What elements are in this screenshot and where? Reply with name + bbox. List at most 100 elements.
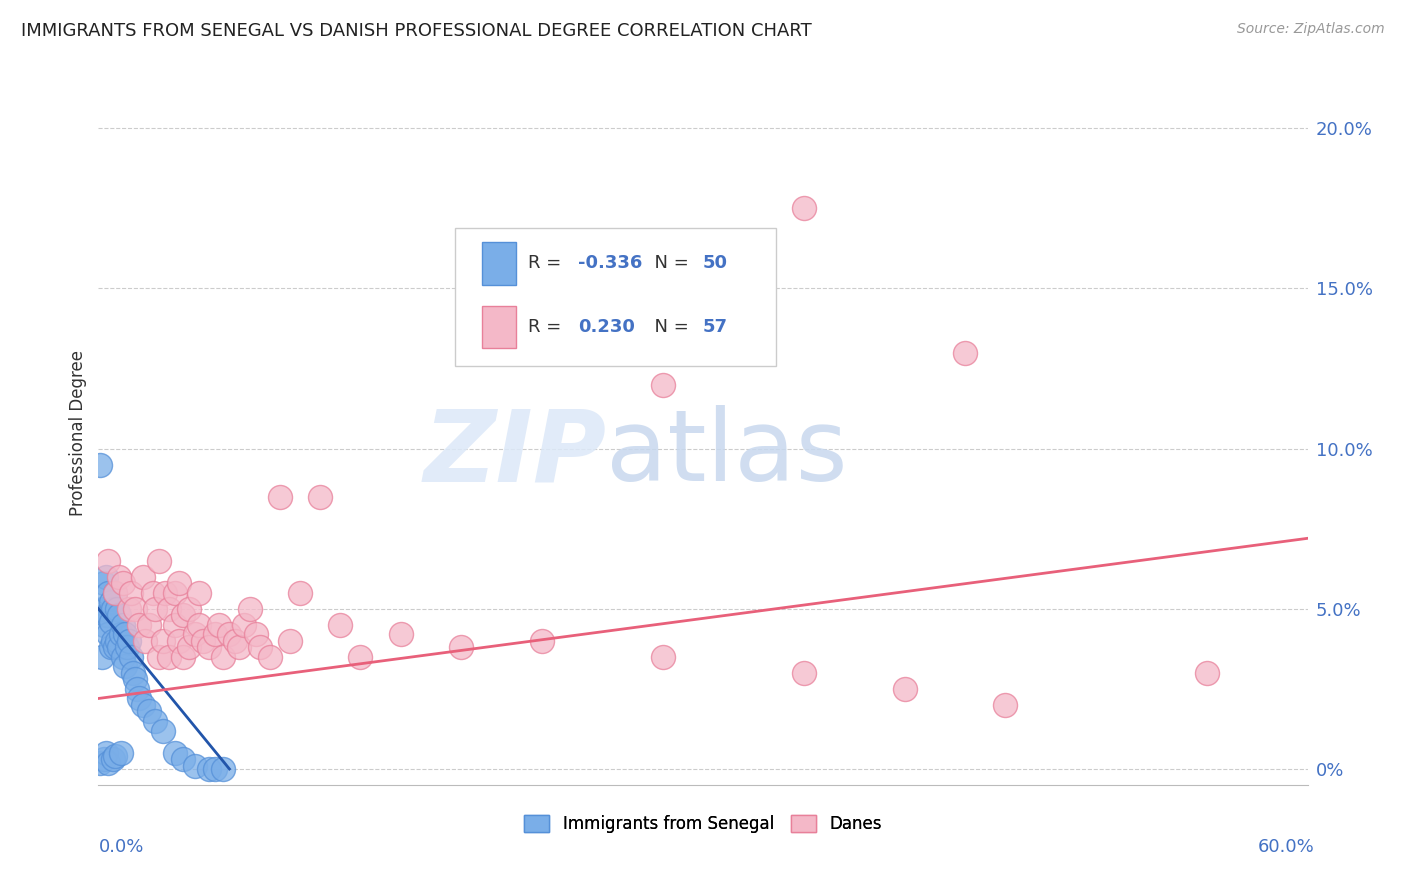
Point: [1195, 665, 1218, 680]
Point: [212, 762, 235, 776]
Point: [111, 649, 134, 664]
Point: [157, 649, 180, 664]
Point: [91, 649, 114, 664]
Point: [114, 659, 136, 673]
Point: [115, 640, 138, 655]
Point: [793, 202, 815, 216]
Point: [184, 627, 207, 641]
Point: [148, 554, 170, 568]
Point: [218, 627, 240, 641]
Point: [152, 723, 174, 738]
Point: [288, 586, 311, 600]
Point: [124, 601, 146, 615]
Point: [120, 586, 142, 600]
Point: [953, 345, 976, 359]
Text: 0.230: 0.230: [578, 318, 636, 336]
FancyBboxPatch shape: [482, 306, 516, 348]
Point: [138, 704, 160, 718]
Text: 57: 57: [703, 318, 728, 336]
Point: [97, 608, 120, 623]
Point: [167, 633, 190, 648]
Point: [107, 640, 129, 655]
Point: [107, 570, 129, 584]
Text: 60.0%: 60.0%: [1258, 838, 1315, 856]
Point: [97, 756, 120, 770]
FancyBboxPatch shape: [482, 243, 516, 285]
Point: [143, 601, 166, 615]
Point: [100, 615, 122, 629]
Text: R =: R =: [527, 254, 567, 272]
Point: [143, 714, 166, 728]
Text: R =: R =: [527, 318, 567, 336]
Point: [208, 617, 231, 632]
Point: [103, 586, 125, 600]
Point: [204, 762, 226, 776]
Point: [893, 681, 915, 696]
Point: [97, 586, 120, 600]
Point: [193, 633, 215, 648]
Point: [101, 601, 124, 615]
Point: [103, 586, 125, 600]
Point: [105, 601, 128, 615]
Point: [97, 627, 120, 641]
Point: [172, 752, 194, 766]
Point: [389, 627, 412, 641]
Point: [212, 649, 235, 664]
Point: [89, 458, 111, 472]
Point: [128, 617, 150, 632]
Point: [179, 601, 201, 615]
Point: [179, 640, 201, 655]
Point: [96, 608, 118, 623]
Point: [530, 633, 553, 648]
Point: [110, 627, 132, 641]
Text: N =: N =: [643, 254, 695, 272]
Point: [184, 758, 207, 772]
Point: [101, 633, 124, 648]
Point: [128, 691, 150, 706]
Point: [163, 746, 186, 760]
Point: [125, 681, 148, 696]
Point: [114, 627, 136, 641]
Point: [651, 377, 673, 392]
Point: [100, 595, 122, 609]
Point: [309, 490, 332, 504]
Point: [118, 633, 141, 648]
Point: [167, 576, 190, 591]
Point: [239, 601, 262, 615]
Point: [96, 570, 118, 584]
Text: ZIP: ZIP: [423, 405, 606, 502]
Point: [153, 586, 176, 600]
Point: [100, 640, 122, 655]
Text: atlas: atlas: [606, 405, 848, 502]
Point: [994, 698, 1017, 712]
Point: [103, 749, 125, 764]
Point: [228, 640, 250, 655]
Point: [157, 601, 180, 615]
Point: [172, 608, 194, 623]
Point: [134, 633, 156, 648]
Point: [204, 627, 226, 641]
Text: -0.336: -0.336: [578, 254, 643, 272]
Point: [269, 490, 291, 504]
Point: [148, 649, 170, 664]
Text: 0.0%: 0.0%: [98, 838, 143, 856]
Legend: Immigrants from Senegal, Danes: Immigrants from Senegal, Danes: [517, 808, 889, 840]
Point: [132, 570, 155, 584]
Point: [103, 640, 125, 655]
Point: [97, 554, 120, 568]
Text: Source: ZipAtlas.com: Source: ZipAtlas.com: [1237, 22, 1385, 37]
FancyBboxPatch shape: [456, 228, 776, 366]
Point: [188, 617, 211, 632]
Point: [91, 601, 114, 615]
Point: [450, 640, 472, 655]
Point: [651, 649, 673, 664]
Text: N =: N =: [643, 318, 695, 336]
Point: [118, 601, 141, 615]
Text: IMMIGRANTS FROM SENEGAL VS DANISH PROFESSIONAL DEGREE CORRELATION CHART: IMMIGRANTS FROM SENEGAL VS DANISH PROFES…: [21, 22, 811, 40]
Point: [172, 649, 194, 664]
Point: [329, 617, 352, 632]
Point: [120, 649, 142, 664]
Point: [232, 617, 254, 632]
Point: [132, 698, 155, 712]
Point: [198, 640, 221, 655]
